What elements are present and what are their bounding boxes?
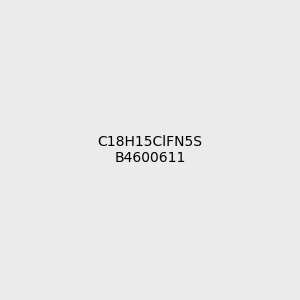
Text: C18H15ClFN5S
B4600611: C18H15ClFN5S B4600611: [98, 135, 202, 165]
